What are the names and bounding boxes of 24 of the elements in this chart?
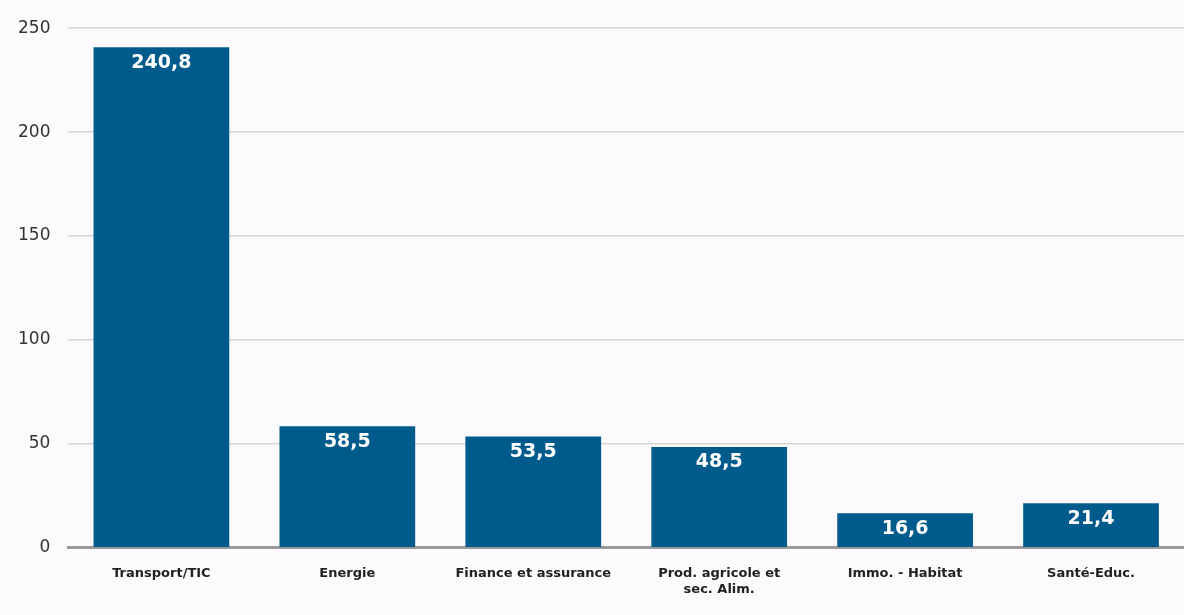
x-tick-label: Santé-Educ. [1047, 564, 1135, 580]
x-tick-label: Prod. agricole et sec. Alim. [658, 564, 781, 596]
data-label: 48,5 [695, 449, 743, 472]
x-tick-label: Energie [319, 564, 376, 580]
bar [93, 47, 230, 548]
data-label: 240,8 [131, 49, 192, 72]
y-tick-label: 0 [39, 536, 51, 557]
x-tick-label: Immo. - Habitat [847, 564, 963, 580]
x-tick-label: Transport/TIC [112, 564, 211, 580]
y-tick-label: 100 [17, 328, 51, 349]
bar [1023, 503, 1159, 548]
y-tick-label: 250 [17, 16, 51, 37]
data-label: 53,5 [509, 439, 557, 462]
data-label: 21,4 [1067, 505, 1115, 528]
data-label: 16,6 [881, 515, 929, 538]
y-tick-label: 50 [28, 432, 51, 453]
data-label: 58,5 [323, 428, 371, 451]
bar [837, 513, 973, 548]
bar [465, 436, 602, 548]
bar [651, 447, 788, 548]
y-tick-label: 150 [17, 224, 51, 245]
x-tick-label: Finance et assurance [455, 564, 612, 580]
bar [279, 426, 416, 548]
y-tick-label: 200 [17, 120, 51, 141]
